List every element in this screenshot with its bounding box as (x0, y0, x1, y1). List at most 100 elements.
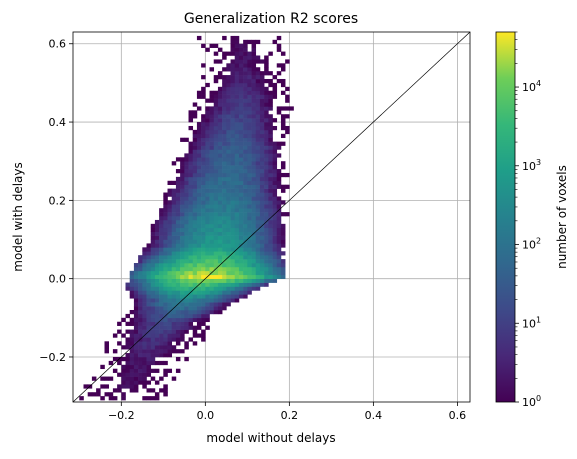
histogram-cell (255, 216, 261, 221)
histogram-cell (175, 216, 181, 221)
histogram-cell (255, 125, 261, 131)
histogram-cell (247, 259, 252, 264)
histogram-cell (209, 169, 215, 174)
histogram-cell (238, 161, 244, 166)
histogram-cell (192, 102, 198, 107)
histogram-cell (238, 75, 244, 80)
histogram-cell (247, 161, 252, 166)
histogram-cell (264, 172, 269, 178)
histogram-cell (234, 298, 240, 303)
histogram-cell (188, 298, 194, 303)
histogram-cell (133, 368, 139, 373)
histogram-cell (133, 333, 139, 338)
histogram-cell (138, 263, 143, 268)
histogram-cell (251, 75, 257, 80)
histogram-cell (230, 165, 236, 170)
histogram-cell (133, 263, 139, 268)
histogram-cell (175, 309, 181, 315)
histogram-cell (264, 204, 269, 209)
histogram-cell (121, 356, 126, 362)
histogram-cell (163, 388, 168, 393)
histogram-cell (184, 247, 189, 252)
histogram-cell (230, 106, 236, 111)
histogram-cell (150, 329, 156, 334)
histogram-cell (167, 227, 173, 232)
histogram-cell (171, 216, 177, 221)
histogram-cell (255, 243, 261, 248)
histogram-cell (217, 98, 223, 103)
histogram-cell (243, 125, 248, 131)
histogram-cell (175, 266, 181, 272)
histogram-cell (213, 243, 219, 248)
histogram-cell (247, 110, 252, 115)
histogram-cell (264, 274, 269, 279)
histogram-cell (230, 157, 236, 162)
histogram-cell (138, 309, 143, 315)
histogram-cell (226, 286, 231, 291)
histogram-cell (133, 306, 139, 311)
histogram-cell (205, 106, 210, 111)
histogram-cell (264, 165, 269, 170)
histogram-cell (138, 345, 143, 350)
histogram-cell (138, 376, 143, 381)
histogram-cell (251, 82, 257, 88)
histogram-cell (167, 251, 173, 256)
histogram-cell (259, 255, 265, 260)
histogram-cell (201, 270, 206, 276)
histogram-cell (171, 212, 177, 217)
histogram-cell (180, 333, 185, 338)
histogram-cell (138, 325, 143, 330)
histogram-cell (238, 145, 244, 150)
histogram-cell (259, 137, 265, 142)
histogram-cell (192, 247, 198, 252)
histogram-cell (222, 94, 227, 99)
histogram-cell (222, 110, 227, 115)
histogram-cell (125, 321, 131, 326)
histogram-cell (196, 129, 202, 135)
histogram-cell (142, 298, 147, 303)
histogram-cell (272, 141, 278, 146)
histogram-cell (234, 82, 240, 88)
histogram-cell (238, 286, 244, 291)
histogram-cell (129, 353, 135, 358)
histogram-cell (243, 86, 248, 92)
histogram-cell (243, 67, 248, 72)
histogram-cell (217, 231, 223, 236)
histogram-cell (226, 302, 231, 307)
histogram-cell (188, 110, 194, 115)
histogram-cell (159, 266, 164, 272)
histogram-cell (196, 35, 202, 41)
histogram-cell (259, 278, 265, 283)
histogram-cell (205, 200, 210, 205)
histogram-cell (209, 306, 215, 311)
histogram-cell (188, 306, 194, 311)
histogram-cell (280, 200, 286, 205)
histogram-cell (180, 169, 185, 174)
histogram-cell (180, 196, 185, 201)
histogram-cell (276, 63, 282, 68)
histogram-cell (268, 82, 273, 88)
histogram-cell (201, 333, 206, 338)
histogram-cell (159, 360, 164, 366)
histogram-cell (163, 325, 168, 330)
histogram-cell (175, 239, 181, 244)
histogram-cell (133, 380, 139, 385)
histogram-cell (150, 306, 156, 311)
histogram-cell (184, 235, 189, 240)
histogram-cell (154, 231, 160, 236)
histogram-cell (146, 282, 152, 287)
histogram-cell (272, 86, 278, 92)
histogram-cell (234, 55, 240, 60)
histogram-cell (209, 161, 215, 166)
histogram-cell (201, 302, 206, 307)
histogram-cell (255, 247, 261, 252)
histogram-cell (150, 337, 156, 342)
histogram-cell (129, 286, 135, 291)
histogram-cell (154, 353, 160, 358)
histogram-cell (226, 161, 231, 166)
histogram-cell (217, 278, 223, 283)
histogram-cell (230, 75, 236, 80)
histogram-cell (238, 200, 244, 205)
histogram-cell (255, 270, 261, 276)
histogram-cell (142, 266, 147, 272)
